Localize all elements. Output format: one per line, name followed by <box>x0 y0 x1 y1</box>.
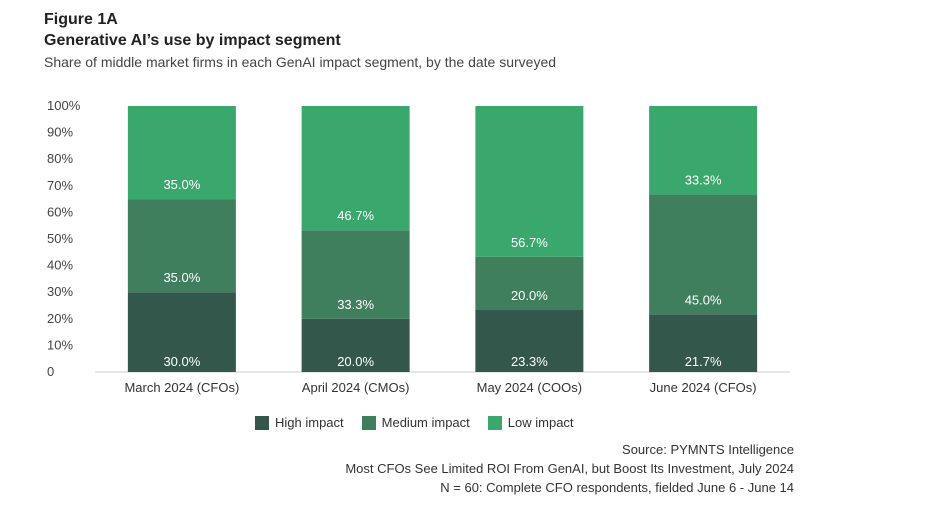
y-tick-label: 50% <box>47 231 73 246</box>
bar-segment <box>127 106 236 200</box>
legend: High impact Medium impact Low impact <box>255 415 574 430</box>
chart-subtitle: Share of middle market firms in each Gen… <box>44 54 557 70</box>
bar-segment <box>649 106 758 195</box>
y-tick-label: 0 <box>47 364 54 379</box>
report-note: Most CFOs See Limited ROI From GenAI, bu… <box>345 461 794 476</box>
data-label: 23.3% <box>511 354 548 369</box>
bar-segment <box>475 106 584 257</box>
chart-title: Generative AI’s use by impact segment <box>44 32 341 49</box>
y-tick-label: 80% <box>47 151 73 166</box>
chart-header: Figure 1A Generative AI’s use by impact … <box>44 10 556 72</box>
category-label: April 2024 (CMOs) <box>302 380 410 395</box>
figure-label: Figure 1A <box>44 11 118 28</box>
data-label: 35.0% <box>163 177 200 192</box>
chart-footer: Source: PYMNTS Intelligence Most CFOs Se… <box>345 440 794 497</box>
data-label: 56.7% <box>511 235 548 250</box>
data-label: 46.7% <box>337 208 374 223</box>
data-label: 30.0% <box>163 354 200 369</box>
bar-segment <box>649 314 758 372</box>
stacked-bar-chart: 0 10% 20% 30% 40% 50% 60% 70% 80% 90% 100% 30.0% 35.… <box>47 98 790 395</box>
bar-segment <box>301 106 410 231</box>
legend-swatch-high <box>255 415 269 430</box>
y-tick-label: 20% <box>47 311 73 326</box>
y-tick-label: 90% <box>47 125 73 140</box>
legend-item-low: Low impact <box>487 415 574 430</box>
y-tick-label: 60% <box>47 204 73 219</box>
bar-segment <box>301 230 410 319</box>
category-label: March 2024 (CFOs) <box>124 380 239 395</box>
data-label: 20.0% <box>337 354 374 369</box>
legend-swatch-low <box>487 415 502 430</box>
data-label: 45.0% <box>685 292 722 307</box>
legend-item-medium: Medium impact <box>361 415 470 430</box>
data-label: 20.0% <box>511 288 548 303</box>
category-label: June 2024 (CFOs) <box>650 380 757 395</box>
sample-note: N = 60: Complete CFO respondents, fielde… <box>440 480 794 495</box>
category-label: May 2024 (COOs) <box>477 380 582 395</box>
source-note: Source: PYMNTS Intelligence <box>622 442 794 457</box>
y-tick-label: 30% <box>47 284 73 299</box>
bar-segment <box>301 318 410 372</box>
data-label: 35.0% <box>163 270 200 285</box>
legend-item-high: High impact <box>255 415 344 430</box>
bar-segment <box>475 310 584 372</box>
y-tick-label: 70% <box>47 178 73 193</box>
y-tick-label: 40% <box>47 258 73 273</box>
data-label: 33.3% <box>685 173 722 188</box>
bar-segment <box>127 199 236 293</box>
legend-label-high: High impact <box>275 415 344 430</box>
legend-swatch-medium <box>361 415 376 430</box>
y-tick-label: 10% <box>47 337 73 352</box>
legend-label-low: Low impact <box>507 415 574 430</box>
bar-segment <box>127 292 236 372</box>
data-label: 21.7% <box>685 354 722 369</box>
y-tick-label: 100% <box>47 98 81 113</box>
bar-segment <box>475 256 584 311</box>
legend-label-medium: Medium impact <box>381 415 470 430</box>
bar-segment <box>649 194 758 315</box>
data-label: 33.3% <box>337 297 374 312</box>
